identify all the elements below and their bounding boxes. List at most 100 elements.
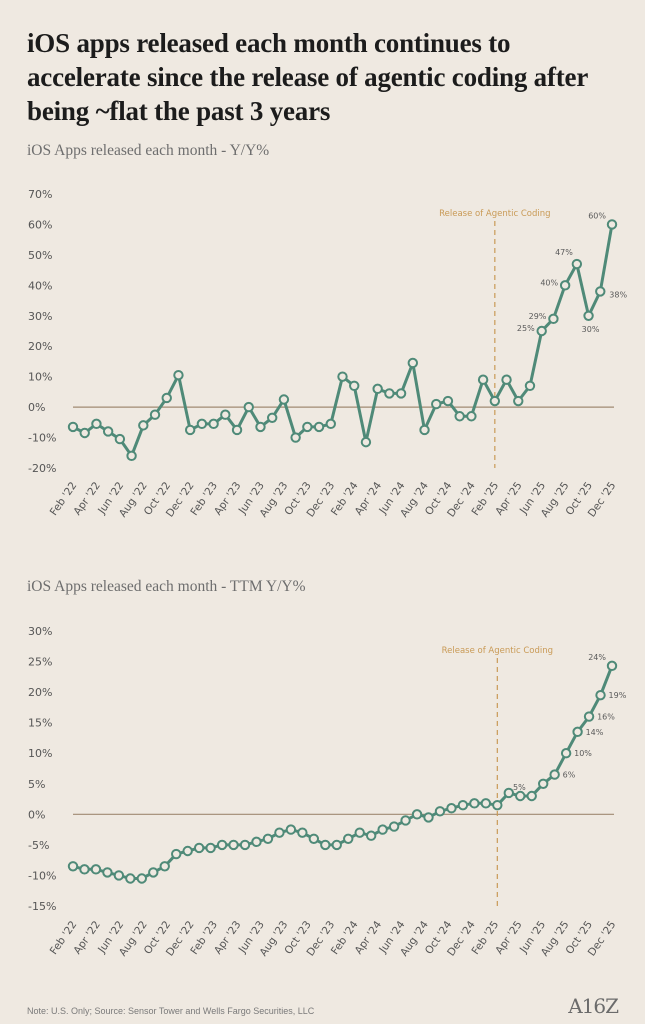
chart1-data-point [457, 799, 469, 811]
chart1-data-point [125, 873, 136, 884]
chart1-ytick-label: -15% [28, 900, 56, 913]
chart1-data-point [515, 790, 526, 802]
chart1-ytick-label: -10% [28, 869, 56, 882]
chart1-data-point [285, 824, 297, 835]
headline: iOS apps released each month continues t… [27, 28, 588, 126]
chart0-data-point [395, 388, 407, 399]
chart1-data-point [503, 787, 514, 799]
chart1-data-point [182, 845, 193, 857]
chart0-data-point [102, 426, 114, 437]
chart0-data-point [466, 411, 477, 422]
chart0-data-point [173, 369, 184, 381]
chart1-ytick-label: -5% [28, 839, 49, 852]
chart1-data-point [365, 830, 377, 841]
chart0-data-point [477, 374, 489, 385]
chart0-data-point [196, 418, 208, 430]
chart0-data-point [278, 394, 290, 405]
chart0-data-point [337, 371, 348, 382]
chart0-data-point [431, 398, 442, 410]
chart1-series-line [72, 665, 614, 880]
chart1-data-point [251, 836, 262, 848]
chart0-data-point [290, 432, 301, 443]
chart1-data-point [171, 848, 182, 860]
chart1-ytick-label: 10% [28, 747, 52, 760]
chart0-data-point [407, 357, 419, 369]
chart0-data-point [126, 450, 137, 462]
chart0-data-point [489, 395, 501, 407]
chart0-ytick-label: -10% [28, 432, 56, 445]
chart1-data-label: 5% [513, 783, 526, 792]
chart2-ttm: -15%-10%-5%0%5%10%15%20%25%30%Feb '22Apr… [28, 625, 627, 959]
chart0-data-point [91, 418, 102, 430]
chart2-title: iOS Apps released each month - TTM Y/Y% [27, 578, 306, 595]
chart1-data-point [239, 839, 251, 851]
chart0-ytick-label: 30% [28, 310, 52, 323]
chart0-data-point [243, 401, 254, 413]
chart1-data-point [423, 812, 434, 823]
chart0-data-point [138, 420, 149, 431]
chart1-data-label: 14% [586, 728, 604, 737]
chart1-data-point [560, 748, 572, 759]
chart0-data-point [524, 380, 536, 391]
chart1-data-point [216, 839, 228, 851]
chart0-data-point [255, 421, 266, 433]
chart0-data-point [384, 388, 395, 399]
chart1-data-point [308, 833, 320, 844]
chart0-data-point [67, 421, 79, 433]
chart1-data-point [469, 798, 480, 809]
chart1-ytick-label: 5% [28, 778, 45, 791]
chart1-data-label: 16% [597, 713, 615, 722]
chart1-data-point [193, 842, 205, 854]
chart1-ytick-label: 0% [28, 808, 45, 821]
chart0-data-point [302, 421, 313, 433]
chart0-data-point [559, 280, 571, 291]
chart1-data-point [526, 790, 537, 802]
chart1-data-point [606, 660, 618, 672]
chart1-data-point [549, 769, 560, 780]
chart1-ytick-label: 20% [28, 686, 52, 699]
chart0-data-point [606, 219, 618, 230]
chart1-data-point [113, 870, 125, 881]
chart1-data-point [320, 839, 331, 851]
chart0-data-label: 38% [609, 290, 627, 299]
chart1-ytick-label: 15% [28, 717, 52, 730]
chart1-data-point [205, 842, 216, 854]
chart1-data-label: 6% [563, 771, 576, 780]
chart0-data-label: 47% [555, 248, 573, 257]
chart0-data-point [571, 258, 583, 270]
chart0-data-point [349, 380, 360, 391]
chart0-data-point [372, 383, 383, 395]
chart0-ytick-label: 10% [28, 371, 52, 384]
chart1-data-point [492, 799, 503, 811]
chart1-title: iOS Apps released each month - Y/Y% [27, 142, 270, 159]
chart1-data-point [595, 689, 606, 701]
chart0-data-point [220, 409, 231, 420]
chart1-data-label: 24% [588, 653, 606, 662]
chart0-data-label: 29% [529, 312, 547, 321]
chart1-data-point [262, 833, 274, 844]
chart0-ytick-label: 70% [28, 188, 52, 201]
chart0-data-point [208, 418, 219, 430]
chart0-data-label: 25% [517, 324, 535, 333]
chart1-data-label: 19% [609, 691, 627, 700]
chart1-data-point [331, 839, 342, 851]
chart0-data-point [360, 436, 372, 448]
chart0-ytick-label: 60% [28, 218, 52, 231]
chart0-ytick-label: 0% [28, 401, 45, 414]
chart1-data-point [159, 861, 170, 872]
chart1-data-point [400, 815, 411, 826]
chart1-data-point [434, 806, 446, 817]
chart1-data-point [446, 803, 457, 814]
chart1-agentic-release-label: Release of Agentic Coding [442, 646, 553, 656]
chart1-data-point [572, 726, 583, 738]
chart0-data-label: 30% [582, 325, 600, 334]
chart1-data-point [79, 864, 90, 875]
chart0-data-point [548, 313, 559, 325]
chart1-data-point [377, 824, 388, 835]
chart1-ytick-label: 25% [28, 656, 52, 669]
chart0-data-point [583, 310, 594, 321]
chart0-data-label: 60% [588, 211, 606, 220]
chart1-data-point [136, 873, 148, 884]
a16z-logo: A16Z [568, 994, 619, 1018]
chart0-ytick-label: 40% [28, 279, 52, 292]
